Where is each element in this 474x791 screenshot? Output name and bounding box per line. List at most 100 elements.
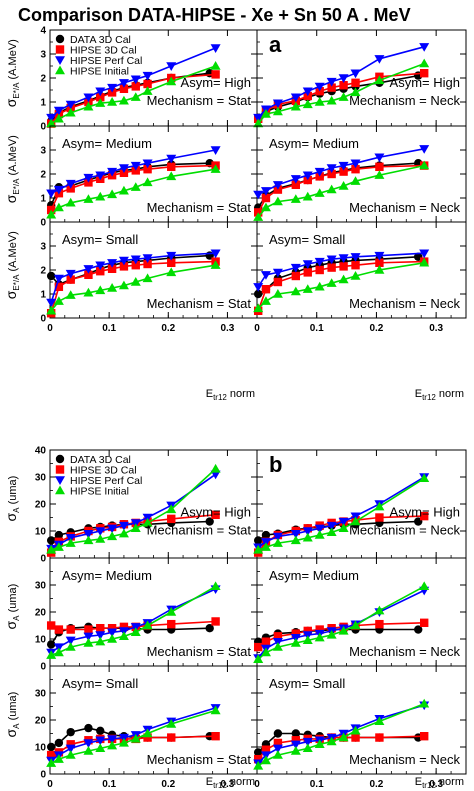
data-point (260, 202, 271, 212)
x-tick-label: 0 (254, 323, 260, 334)
legend-entry: HIPSE 3D Cal (70, 44, 137, 56)
data-point (143, 165, 152, 174)
data-point (65, 107, 76, 117)
data-point (290, 746, 301, 755)
y-tick-label: 3 (40, 50, 46, 61)
data-point (118, 737, 129, 747)
panel-b-2-1: 0 10 20 30 Asym= Medium Mechanism = Stat (35, 557, 258, 673)
y-tick-label: 3 (40, 146, 46, 157)
data-point (419, 473, 430, 483)
y-tick-label: 2 (40, 266, 46, 277)
data-point (83, 638, 94, 647)
x-tick-label: 0 (47, 779, 53, 790)
data-point (142, 517, 153, 527)
data-point (253, 118, 264, 128)
data-point (374, 55, 385, 64)
data-point (350, 725, 361, 735)
data-point (211, 732, 220, 741)
mechanism-label: Mechanism = Neck (349, 752, 460, 767)
data-point (46, 742, 56, 752)
data-point (95, 527, 106, 536)
mechanism-label: Mechanism = Neck (349, 93, 460, 108)
data-point (166, 251, 177, 261)
data-point (302, 87, 313, 97)
data-point (166, 607, 177, 616)
data-point (84, 723, 93, 733)
x-axis-label: Etr12 norm (415, 388, 464, 402)
data-point (46, 113, 57, 123)
data-point (53, 296, 64, 305)
data-point (374, 153, 385, 163)
legend-marker (55, 465, 65, 474)
asym-label: Asym= High (390, 504, 460, 519)
x-tick-label: 0.3 (429, 779, 443, 790)
data-point (210, 249, 221, 259)
data-point (118, 185, 129, 195)
y-tick-label: 10 (35, 635, 47, 646)
data-point (95, 736, 106, 746)
data-point (210, 164, 221, 173)
data-point (142, 273, 153, 283)
data-point (142, 71, 153, 81)
data-point (253, 748, 263, 757)
data-point (46, 536, 56, 545)
data-point (46, 640, 56, 649)
data-point (290, 535, 301, 545)
legend-marker (55, 45, 65, 54)
panel-a-3-2: Asym= Small Mechanism = Neck (253, 221, 467, 319)
mechanism-label: Mechanism = Neck (349, 522, 460, 537)
data-point (65, 636, 76, 646)
data-point (107, 531, 118, 541)
data-point (314, 82, 325, 92)
data-point (211, 70, 220, 79)
data-point (46, 118, 57, 128)
data-point (95, 261, 106, 271)
y-tick-label: 1 (40, 98, 46, 109)
data-point (253, 654, 264, 663)
data-point (118, 280, 129, 290)
data-point (420, 618, 429, 627)
data-point (260, 109, 271, 118)
data-point (272, 750, 283, 759)
data-point (107, 97, 118, 106)
data-point (107, 167, 118, 177)
y-tick-label: 3 (40, 242, 46, 253)
x-tick-label: 0.1 (310, 779, 324, 790)
data-point (327, 169, 336, 179)
mechanism-label: Mechanism = Stat (147, 296, 252, 311)
data-point (253, 303, 264, 313)
data-point (326, 736, 337, 746)
data-point (314, 188, 325, 197)
y-tick-label: 10 (35, 743, 47, 754)
data-point (374, 605, 385, 615)
data-point (253, 754, 263, 764)
data-point (253, 760, 264, 770)
data-point (167, 733, 176, 742)
data-point (351, 261, 360, 270)
asym-label: Asym= Medium (269, 568, 359, 583)
data-point (290, 175, 301, 184)
data-point (273, 738, 283, 748)
data-point (350, 87, 361, 97)
data-point (261, 285, 271, 294)
data-point (107, 628, 118, 638)
data-point (167, 162, 176, 171)
data-point (339, 81, 348, 90)
data-point (118, 631, 129, 640)
data-point (314, 281, 325, 291)
data-point (166, 504, 177, 514)
data-point (95, 87, 106, 97)
panel-b-2-2: Asym= Medium Mechanism = Neck (253, 557, 467, 667)
data-point (53, 202, 64, 212)
data-point (107, 83, 118, 93)
data-point (374, 170, 385, 179)
legend-entry: HIPSE Perf Cal (70, 55, 142, 67)
data-point (84, 625, 93, 634)
data-point (130, 277, 141, 286)
data-point (119, 622, 129, 632)
y-tick-label: 4 (40, 26, 46, 37)
data-point (302, 737, 313, 747)
y-tick-label: 0 (40, 554, 46, 565)
data-point (142, 159, 153, 169)
